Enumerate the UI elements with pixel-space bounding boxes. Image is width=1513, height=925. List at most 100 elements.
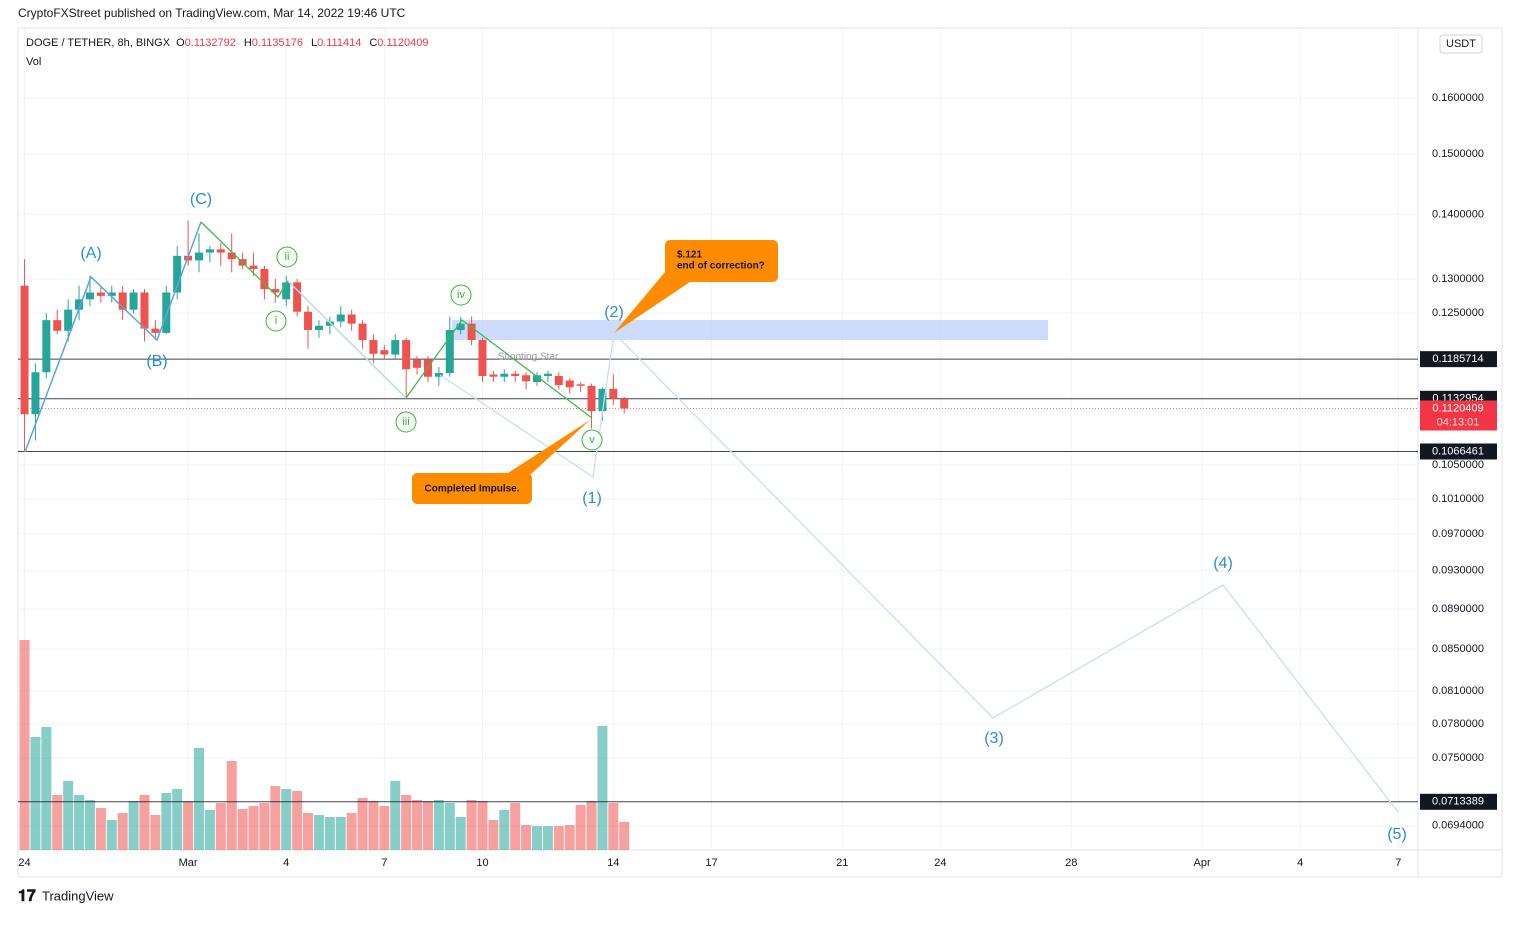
candle-body bbox=[554, 376, 563, 386]
wave-label: iv bbox=[457, 289, 465, 301]
ohlc-key: H bbox=[244, 37, 252, 49]
ohlc-value: 0.1120409 bbox=[377, 37, 428, 49]
y-tick-label: 0.1600000 bbox=[1432, 92, 1484, 104]
volume-bar bbox=[63, 781, 74, 850]
y-tick-label: 0.1500000 bbox=[1432, 148, 1484, 160]
wave-label: (5) bbox=[1387, 826, 1407, 843]
candle-body bbox=[205, 249, 214, 253]
shooting-star-label: Shooting Star bbox=[498, 352, 559, 363]
candles bbox=[20, 220, 629, 452]
candle-body bbox=[194, 252, 203, 261]
callout-text: $.121 bbox=[677, 250, 702, 261]
price-label: 0.1066461 bbox=[1432, 445, 1484, 457]
candle-body bbox=[162, 292, 171, 333]
candle-body bbox=[96, 292, 105, 296]
price-label-box bbox=[1420, 443, 1497, 460]
candle-body bbox=[75, 299, 84, 310]
footer-brand: TradingView bbox=[42, 888, 114, 903]
volume-bar bbox=[390, 781, 401, 850]
candle-body bbox=[609, 388, 618, 399]
wave-label: (A) bbox=[80, 245, 101, 262]
candle-body bbox=[358, 323, 367, 341]
grid bbox=[18, 28, 1418, 850]
candle-body bbox=[511, 373, 520, 377]
volume-bar bbox=[172, 789, 183, 850]
y-tick-label: 0.1050000 bbox=[1432, 459, 1484, 471]
volume-bar bbox=[586, 801, 597, 850]
x-tick-label: 4 bbox=[283, 857, 289, 869]
roman-circle bbox=[450, 284, 472, 306]
volume-bar bbox=[106, 820, 117, 850]
candle-body bbox=[543, 373, 552, 377]
volume-bar bbox=[433, 800, 444, 850]
ohlc-key: O bbox=[176, 37, 185, 49]
volume-bar bbox=[357, 798, 368, 850]
y-tick-label: 0.0970000 bbox=[1432, 528, 1484, 540]
candle-body bbox=[533, 375, 542, 383]
volume-bar bbox=[41, 727, 52, 850]
y-tick-label: 0.1300000 bbox=[1432, 273, 1484, 285]
candle-body bbox=[456, 323, 465, 331]
x-tick-label: Apr bbox=[1194, 857, 1211, 869]
candle-body bbox=[336, 314, 345, 322]
volume-bar bbox=[553, 826, 564, 850]
roman-circle bbox=[276, 246, 298, 268]
volume-bar bbox=[248, 806, 259, 850]
volume-bar bbox=[477, 801, 488, 850]
candle-body bbox=[249, 265, 258, 269]
wave-label: iii bbox=[402, 416, 409, 428]
price-lines bbox=[18, 358, 1418, 803]
volume-bar bbox=[139, 795, 150, 850]
candle-body bbox=[140, 292, 149, 329]
candle-body bbox=[304, 311, 313, 331]
candle-body bbox=[271, 289, 280, 293]
volume-bar bbox=[270, 786, 281, 850]
candle-body bbox=[445, 330, 454, 374]
ohlc-value: 0.1132792 bbox=[185, 37, 236, 49]
candle-body bbox=[42, 320, 51, 373]
wave-label: (B) bbox=[146, 353, 167, 370]
unit-label: USDT bbox=[1446, 38, 1476, 50]
ohlc-key: L bbox=[311, 37, 317, 49]
volume-bar bbox=[608, 803, 619, 850]
volume-bar bbox=[379, 806, 390, 850]
callout-box bbox=[412, 473, 532, 504]
roman-circle bbox=[395, 411, 417, 433]
candle-body bbox=[151, 328, 160, 333]
price-label-box bbox=[1420, 351, 1497, 368]
volume-bar bbox=[95, 808, 106, 850]
volume-bar bbox=[313, 815, 324, 850]
chart-frame bbox=[17, 27, 1503, 878]
volume-bar bbox=[30, 737, 41, 850]
y-tick-label: 0.0930000 bbox=[1432, 565, 1484, 577]
candle-body bbox=[260, 268, 269, 290]
volume-bar bbox=[292, 791, 303, 850]
volume-bar bbox=[281, 789, 292, 850]
candle-body bbox=[391, 340, 400, 355]
light-line bbox=[287, 280, 407, 399]
volume-bar bbox=[324, 817, 335, 850]
volume-bar bbox=[303, 813, 314, 850]
wave-label: v bbox=[589, 434, 595, 446]
x-tick-label: 7 bbox=[1395, 857, 1401, 869]
candle-body bbox=[478, 340, 487, 377]
volume-bar bbox=[401, 795, 412, 850]
volume-bar bbox=[619, 822, 630, 850]
y-tick-label: 0.0850000 bbox=[1432, 643, 1484, 655]
volume-bar bbox=[542, 826, 553, 850]
candle-body bbox=[587, 385, 596, 412]
candle-body bbox=[20, 285, 29, 415]
resistance-zone bbox=[452, 320, 1048, 340]
legend: DOGE / TETHER, 8h, BINGX O0.1132792 H0.113… bbox=[26, 37, 428, 49]
callout-arrow bbox=[614, 272, 690, 333]
volume-bar bbox=[346, 813, 357, 850]
unit-box bbox=[1439, 34, 1483, 54]
callout-arrow bbox=[505, 420, 590, 475]
volume-bar bbox=[193, 748, 204, 850]
candle-body bbox=[31, 372, 40, 415]
callout-text: end of correction? bbox=[677, 261, 765, 272]
x-tick-label: 24 bbox=[18, 857, 30, 869]
x-tick-label: Mar bbox=[179, 857, 198, 869]
y-tick-label: 0.1250000 bbox=[1432, 307, 1484, 319]
